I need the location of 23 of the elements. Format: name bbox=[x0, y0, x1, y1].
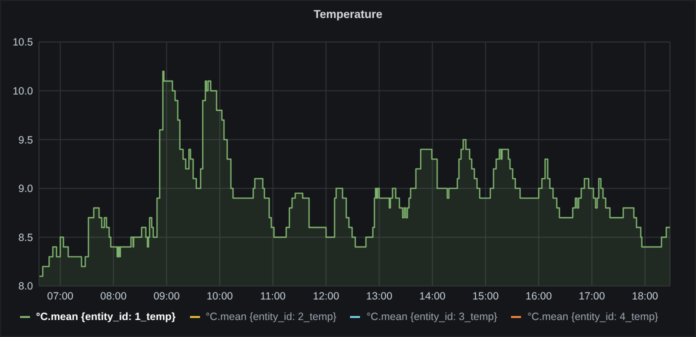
x-tick-label: 15:00 bbox=[472, 290, 499, 302]
y-tick-label: 10.5 bbox=[12, 36, 34, 49]
y-tick-label: 9.5 bbox=[18, 134, 34, 146]
legend-label: °C.mean {entity_id: 1_temp} bbox=[36, 311, 176, 323]
x-tick-label: 09:00 bbox=[153, 290, 180, 302]
legend-label: °C.mean {entity_id: 3_temp} bbox=[366, 311, 498, 323]
x-tick-label: 10:00 bbox=[206, 290, 234, 302]
y-tick-label: 8.5 bbox=[18, 232, 34, 244]
y-tick-label: 8.0 bbox=[18, 280, 34, 293]
x-tick-label: 07:00 bbox=[47, 290, 74, 302]
y-tick-label: 9.0 bbox=[18, 183, 34, 196]
chart-title: Temperature bbox=[312, 9, 384, 21]
x-tick-label: 08:00 bbox=[100, 290, 127, 302]
x-tick-label: 16:00 bbox=[526, 290, 552, 302]
legend-label: °C.mean {entity_id: 2_temp} bbox=[206, 311, 336, 323]
x-tick-label: 11:00 bbox=[260, 290, 286, 302]
legend-label: °C.mean {entity_id: 4_temp} bbox=[527, 311, 658, 323]
y-tick-label: 10.0 bbox=[12, 86, 34, 98]
x-tick-label: 14:00 bbox=[419, 290, 446, 302]
x-tick-label: 17:00 bbox=[578, 290, 606, 302]
x-tick-label: 18:00 bbox=[632, 290, 658, 302]
x-tick-label: 12:00 bbox=[312, 290, 340, 302]
x-tick-label: 13:00 bbox=[366, 290, 393, 302]
